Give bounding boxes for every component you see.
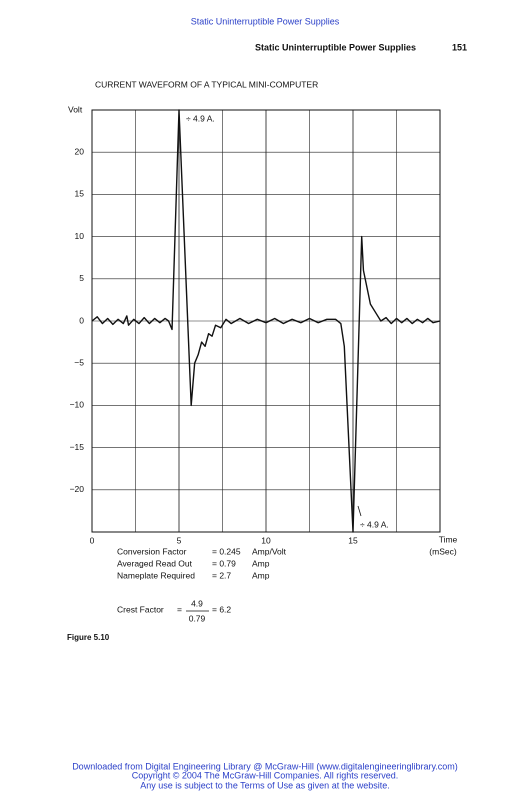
chart-title: CURRENT WAVEFORM OF A TYPICAL MINI-COMPU… xyxy=(95,79,318,89)
footer-line: Any use is subject to the Terms of Use a… xyxy=(140,780,389,790)
annotation: ÷ 4.9 A. xyxy=(360,519,389,529)
annotation-tick xyxy=(357,505,362,517)
waveform-line xyxy=(91,109,441,533)
page-number: 151 xyxy=(452,42,467,52)
x-tick-label: 0 xyxy=(90,535,95,545)
footer-line: Copyright © 2004 The McGraw-Hill Compani… xyxy=(132,770,399,780)
y-tick-label: −10 xyxy=(70,400,85,410)
factor-cell: Nameplate Required xyxy=(117,570,195,580)
y-tick-label: 5 xyxy=(79,273,84,283)
x-axis-unit: (mSec) xyxy=(429,546,457,556)
x-axis-label: Time xyxy=(439,534,458,544)
factor-cell: = 0.245 xyxy=(212,546,241,556)
annotation: ÷ 4.9 A. xyxy=(186,113,215,123)
y-axis-label: Volt xyxy=(68,104,83,114)
y-tick-label: 20 xyxy=(75,146,85,156)
factor-cell: = 2.7 xyxy=(212,570,231,580)
factor-cell: Amp xyxy=(252,558,270,568)
factor-cell: Amp/Volt xyxy=(252,546,287,556)
crest-label: Crest Factor xyxy=(117,604,164,614)
factor-cell: = 0.79 xyxy=(212,558,236,568)
factor-cell: Amp xyxy=(252,570,270,580)
y-tick-label: 10 xyxy=(75,231,85,241)
factor-cell: Conversion Factor xyxy=(117,546,187,556)
header-link[interactable]: Static Uninterruptible Power Supplies xyxy=(191,16,340,26)
footer-line[interactable]: Downloaded from Digital Engineering Libr… xyxy=(72,761,458,771)
y-tick-label: −20 xyxy=(70,484,85,494)
crest-result: = 6.2 xyxy=(212,604,231,614)
figure-caption: Figure 5.10 xyxy=(67,633,110,642)
y-tick-label: 0 xyxy=(79,315,84,325)
x-tick-label: 15 xyxy=(348,535,358,545)
running-title: Static Uninterruptible Power Supplies xyxy=(255,42,416,52)
crest-equals: = xyxy=(177,604,182,614)
y-tick-label: 15 xyxy=(75,189,85,199)
x-tick-label: 5 xyxy=(177,535,182,545)
x-tick-label: 10 xyxy=(261,535,271,545)
y-tick-label: −15 xyxy=(70,442,85,452)
crest-numerator: 4.9 xyxy=(191,598,203,608)
y-tick-label: −5 xyxy=(74,357,84,367)
factor-cell: Averaged Read Out xyxy=(117,558,193,568)
crest-denominator: 0.79 xyxy=(189,613,206,623)
